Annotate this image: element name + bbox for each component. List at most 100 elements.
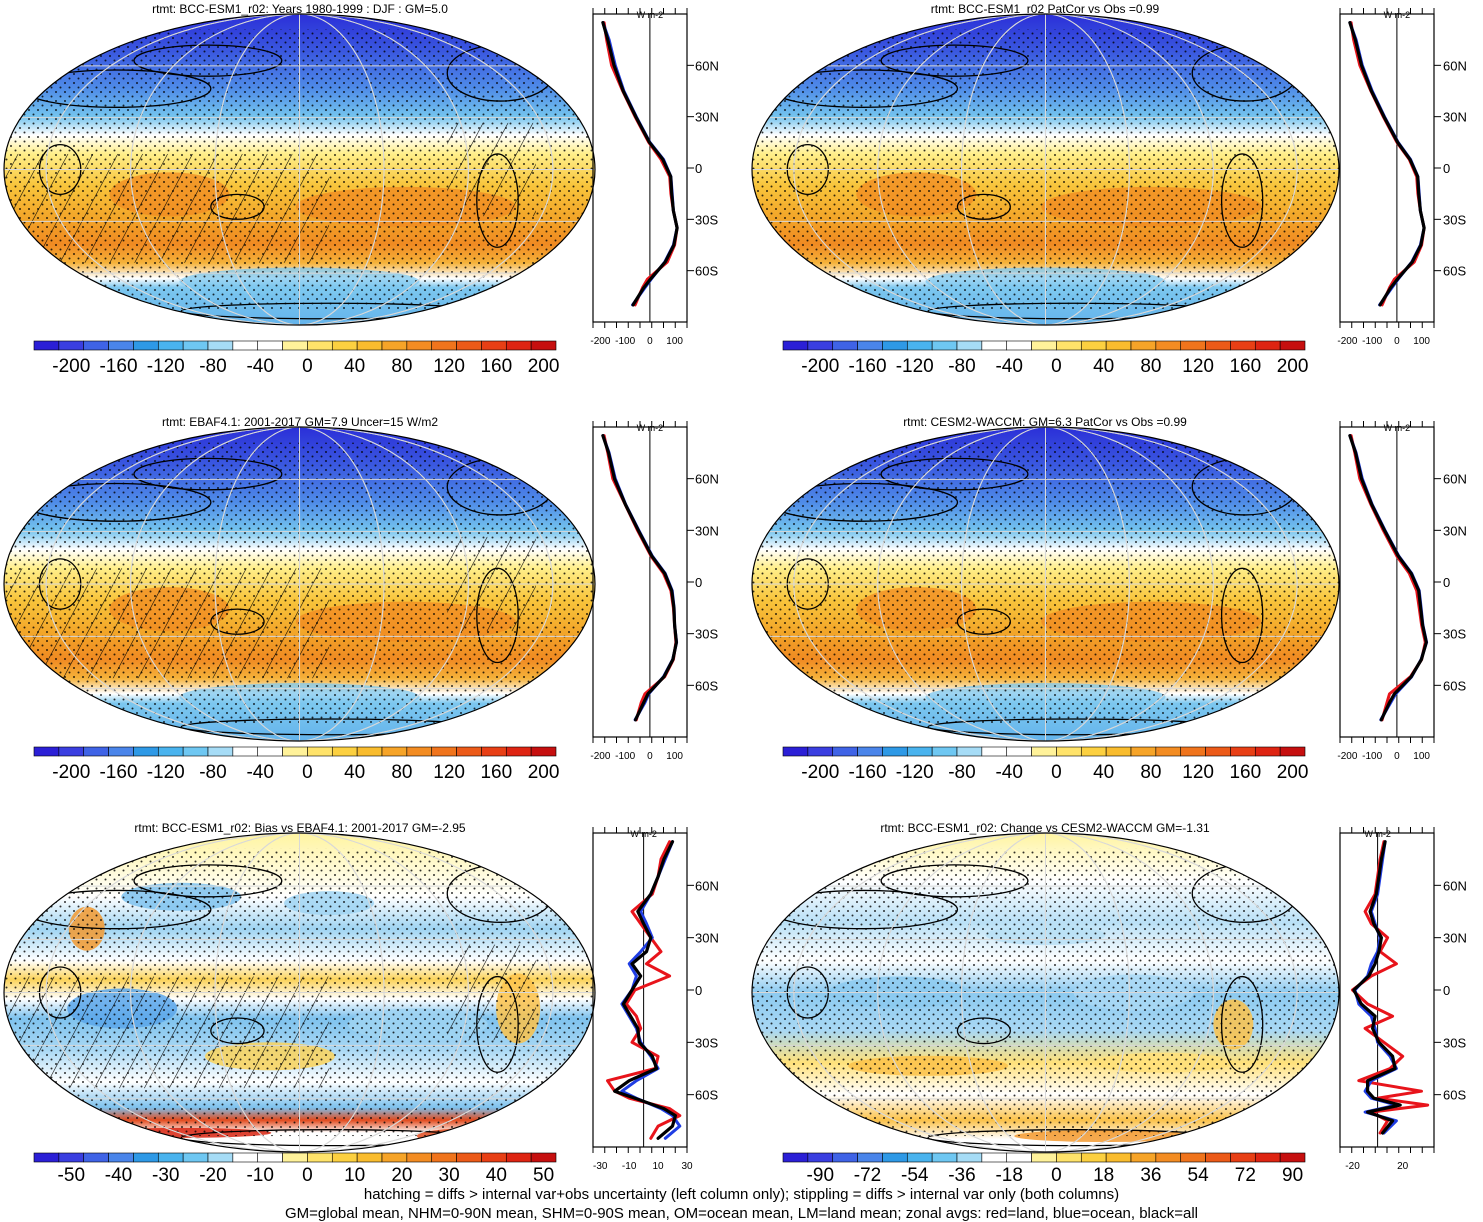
colorbar-tick-label: 200: [1277, 762, 1309, 783]
colorbar-box: [531, 1153, 556, 1162]
colorbar-tick-label: -54: [901, 1165, 929, 1186]
colorbar-tick-label: -18: [995, 1165, 1022, 1186]
colorbar-tick-label: 40: [1093, 356, 1114, 377]
colorbar-tick-label: -120: [896, 762, 934, 783]
map: [4, 427, 595, 741]
colorbar-box: [808, 341, 833, 350]
map: [752, 833, 1339, 1152]
colorbar-box: [932, 1153, 957, 1162]
colorbar-box: [457, 1153, 482, 1162]
colorbar-box: [84, 747, 109, 756]
zonal-units: W m-2: [1384, 10, 1411, 20]
colorbar-box: [332, 747, 357, 756]
lat-tick-label: 60N: [695, 58, 719, 73]
lat-tick-label: 0: [695, 161, 702, 176]
lat-tick-label: 30N: [695, 110, 719, 125]
zonal-units: W m-2: [1364, 829, 1391, 839]
x-tick-label: -200: [590, 751, 610, 762]
x-tick-label: -100: [615, 751, 635, 762]
colorbar-box: [1131, 1153, 1156, 1162]
colorbar-tick-label: 10: [344, 1165, 365, 1186]
lat-tick-label: 30S: [1443, 1035, 1466, 1050]
colorbar-box: [1156, 747, 1181, 756]
colorbar-tick-label: 50: [533, 1165, 554, 1186]
colorbar-box: [357, 341, 382, 350]
colorbar-box: [506, 1153, 531, 1162]
zonal-series-line: [1353, 842, 1428, 1133]
lat-tick-label: 30N: [1443, 110, 1467, 125]
colorbar-box: [1081, 1153, 1106, 1162]
x-tick-label: -10: [622, 1161, 637, 1172]
colorbar-tick-label: -36: [948, 1165, 975, 1186]
zonal-frame: [1340, 427, 1434, 737]
colorbar-box: [283, 747, 308, 756]
lat-tick-label: 0: [695, 575, 702, 590]
zonal-series-group: [1350, 436, 1427, 720]
colorbar-box: [133, 747, 158, 756]
colorbar-tick-label: -80: [948, 356, 975, 377]
colorbar-box: [882, 341, 907, 350]
x-tick-label: -30: [593, 1161, 608, 1172]
colorbar-box: [858, 1153, 883, 1162]
colorbar-box: [882, 747, 907, 756]
colorbar-box: [907, 341, 932, 350]
colorbar-box: [158, 1153, 183, 1162]
x-tick-label: 100: [666, 751, 683, 762]
colorbar-box: [1106, 341, 1131, 350]
panel-5: rtmt: BCC-ESM1_r02: Bias vs EBAF4.1: 200…: [4, 821, 719, 1186]
panel-6: rtmt: BCC-ESM1_r02: Change vs CESM2-WACC…: [752, 821, 1467, 1186]
lat-tick-label: 60N: [1443, 878, 1467, 893]
colorbar-box: [1081, 747, 1106, 756]
colorbar-box: [109, 341, 134, 350]
colorbar-box: [133, 341, 158, 350]
zonal-units: W m-2: [637, 10, 664, 20]
colorbar-box: [1280, 1153, 1305, 1162]
colorbar-tick-label: -120: [147, 356, 185, 377]
colorbar-box: [34, 341, 59, 350]
colorbar-box: [982, 747, 1007, 756]
x-tick-label: -100: [615, 336, 635, 347]
colorbar-tick-label: -20: [199, 1165, 226, 1186]
colorbar-box: [407, 341, 432, 350]
lat-tick-label: 0: [1443, 161, 1450, 176]
x-tick-label: 100: [1413, 751, 1430, 762]
colorbar-box: [1181, 747, 1206, 756]
colorbar-box: [1230, 1153, 1255, 1162]
colorbar-tick-label: 20: [391, 1165, 412, 1186]
colorbar-tick-label: -200: [801, 356, 839, 377]
hatching: [4, 154, 329, 263]
zonal-units: W m-2: [630, 829, 657, 839]
colorbar-box: [1206, 1153, 1231, 1162]
colorbar-box: [1181, 341, 1206, 350]
colorbar-box: [506, 747, 531, 756]
colorbar-box: [531, 341, 556, 350]
colorbar-box: [59, 747, 84, 756]
lat-tick-label: 30S: [695, 627, 718, 642]
colorbar-tick-label: -50: [58, 1165, 85, 1186]
colorbar-tick-label: 0: [302, 1165, 313, 1186]
colorbar-tick-label: 54: [1188, 1165, 1210, 1186]
lat-tick-label: 30N: [695, 931, 719, 946]
colorbar-box: [158, 341, 183, 350]
colorbar-box: [208, 341, 233, 350]
colorbar-box: [432, 1153, 457, 1162]
colorbar-box: [84, 341, 109, 350]
lat-tick-label: 60S: [1443, 264, 1466, 279]
colorbar-box: [109, 1153, 134, 1162]
zonal-series-line: [603, 436, 677, 720]
colorbar-box: [357, 747, 382, 756]
colorbar-tick-label: 80: [391, 356, 412, 377]
x-tick-label: 100: [666, 336, 683, 347]
colorbar-box: [1056, 747, 1081, 756]
colorbar-box: [432, 341, 457, 350]
lat-tick-label: 0: [1443, 983, 1450, 998]
colorbar-tick-label: -160: [848, 762, 886, 783]
colorbar-box: [183, 1153, 208, 1162]
colorbar-box: [233, 747, 258, 756]
colorbar-box: [233, 1153, 258, 1162]
colorbar-tick-label: 80: [1140, 762, 1161, 783]
lat-tick-label: 30S: [695, 212, 718, 227]
colorbar-box: [1131, 747, 1156, 756]
panel-1: rtmt: BCC-ESM1_r02: Years 1980-1999 : DJ…: [4, 2, 719, 377]
